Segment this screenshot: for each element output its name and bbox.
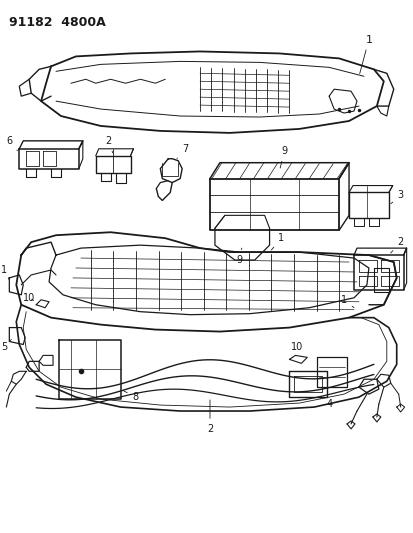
- Text: 8: 8: [123, 391, 138, 402]
- Text: 10: 10: [23, 293, 35, 303]
- Text: 9: 9: [236, 248, 242, 265]
- Text: 10: 10: [291, 343, 303, 356]
- Text: 7: 7: [177, 144, 188, 159]
- Text: 1: 1: [359, 35, 372, 74]
- Text: 3: 3: [390, 190, 403, 204]
- Text: 1: 1: [1, 265, 9, 280]
- Text: 6: 6: [6, 136, 17, 151]
- Text: 91182  4800A: 91182 4800A: [9, 15, 106, 29]
- Text: 9: 9: [280, 146, 287, 168]
- Text: 2: 2: [390, 237, 403, 253]
- Text: 2: 2: [206, 400, 213, 434]
- Text: 4: 4: [318, 397, 332, 409]
- Text: 2: 2: [105, 136, 112, 153]
- Text: 1: 1: [271, 233, 284, 250]
- Text: 5: 5: [1, 340, 11, 352]
- Text: 1: 1: [340, 295, 353, 308]
